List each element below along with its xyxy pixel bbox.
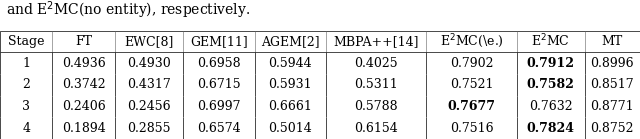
Text: and E$^2$MC(no entity), respectively.: and E$^2$MC(no entity), respectively.: [6, 0, 251, 21]
